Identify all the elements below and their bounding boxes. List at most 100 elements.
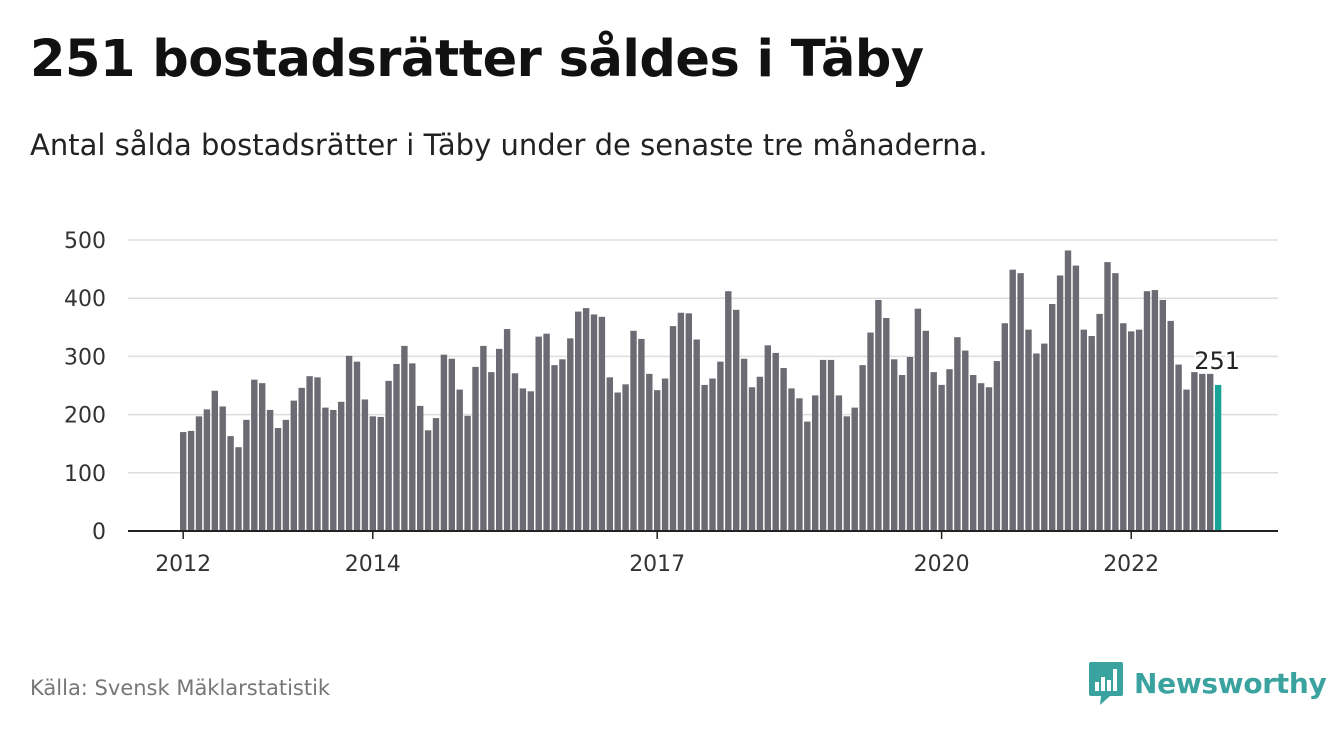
bar <box>661 378 669 531</box>
bar <box>330 409 337 531</box>
bar <box>274 427 282 531</box>
bar <box>930 372 937 531</box>
bar <box>417 405 424 531</box>
y-tick-label: 100 <box>64 462 106 487</box>
bar <box>725 291 732 531</box>
bar-chart: 0 100 200 300 400 500 2012 2014 2017 2020 2022 251 <box>64 229 1278 577</box>
bar <box>1112 273 1119 531</box>
bar <box>377 416 384 531</box>
y-tick-label: 0 <box>92 520 106 545</box>
bar <box>709 378 716 531</box>
bar <box>338 401 345 531</box>
chart-subtitle: Antal sålda bostadsrätter i Täby under d… <box>30 128 988 162</box>
bar <box>1072 265 1080 531</box>
highlight-value-label: 251 <box>1194 347 1240 375</box>
chart-title: 251 bostadsrätter såldes i Täby <box>30 30 924 89</box>
bar <box>819 359 827 531</box>
bar <box>914 308 922 531</box>
y-tick-label: 200 <box>64 404 106 429</box>
bar <box>345 355 353 531</box>
bar <box>946 369 953 531</box>
bar <box>393 363 400 531</box>
brand-name: Newsworthy <box>1134 666 1327 700</box>
bar <box>985 387 993 531</box>
bar <box>575 311 582 531</box>
bar <box>480 345 487 531</box>
bar <box>401 345 408 531</box>
bar <box>503 329 511 531</box>
bar <box>361 399 369 531</box>
bar <box>543 333 550 531</box>
bar <box>203 409 211 531</box>
bar <box>1175 364 1182 531</box>
bar <box>1033 353 1040 531</box>
bar <box>835 395 843 531</box>
bar <box>251 379 258 531</box>
bar <box>488 372 495 531</box>
bar <box>677 312 685 531</box>
bar <box>559 359 566 531</box>
bar <box>646 373 653 531</box>
bar <box>187 430 195 531</box>
bar <box>266 409 274 531</box>
bar <box>1128 331 1135 531</box>
bar <box>970 375 977 531</box>
bar-chart-speech-bubble-icon <box>1089 662 1123 705</box>
x-tick-label: 2017 <box>629 552 685 577</box>
bar <box>898 375 906 531</box>
bar <box>519 388 527 531</box>
bar <box>456 389 463 531</box>
bar <box>733 309 740 531</box>
bar <box>740 358 748 531</box>
bar <box>669 326 677 531</box>
bar <box>1120 323 1127 531</box>
bar <box>290 400 297 531</box>
bar <box>993 361 1001 531</box>
bar <box>1088 336 1095 531</box>
bar <box>409 363 416 531</box>
source-note: Källa: Svensk Mäklarstatistik <box>30 676 331 700</box>
bar <box>622 384 629 531</box>
bar <box>590 314 598 531</box>
bar <box>1183 389 1190 531</box>
bar <box>369 416 376 531</box>
bar <box>496 348 503 531</box>
bar <box>1001 323 1008 531</box>
bar <box>1159 299 1166 531</box>
bar <box>527 391 534 531</box>
bar <box>1135 329 1143 531</box>
bar <box>630 330 637 531</box>
bar <box>219 406 226 531</box>
bar <box>717 361 724 531</box>
bar <box>701 384 708 531</box>
bar <box>756 376 764 531</box>
bar <box>259 383 266 531</box>
bar <box>1049 304 1056 531</box>
bar <box>1207 373 1214 531</box>
bar <box>962 350 969 531</box>
x-tick-label: 2020 <box>914 552 970 577</box>
bar <box>535 336 542 531</box>
bar <box>1017 273 1024 531</box>
bar <box>322 407 329 531</box>
bar <box>883 317 890 531</box>
bar <box>180 432 187 531</box>
bar <box>748 387 756 531</box>
bar <box>859 365 866 531</box>
bar <box>1056 275 1064 531</box>
bar <box>867 332 874 531</box>
bar <box>614 392 621 531</box>
bar <box>235 447 242 531</box>
bar <box>606 377 613 531</box>
bar <box>938 384 945 531</box>
bar <box>638 338 645 531</box>
bar <box>654 390 661 531</box>
bar <box>827 359 835 531</box>
bar <box>764 345 771 531</box>
bar <box>954 337 961 531</box>
highlight-bar <box>1214 384 1222 531</box>
x-tick-label: 2014 <box>345 552 401 577</box>
bar <box>424 430 432 531</box>
bar <box>282 419 290 531</box>
bar <box>227 436 234 531</box>
